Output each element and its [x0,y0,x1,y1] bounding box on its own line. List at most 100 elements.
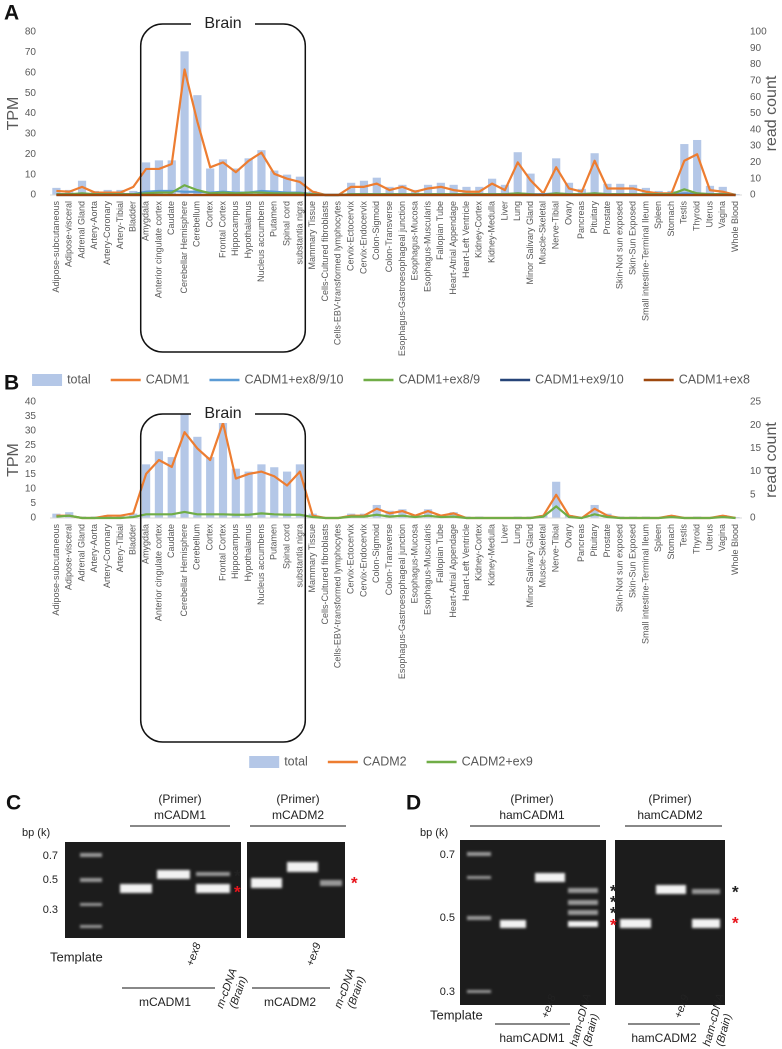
gel-band [251,878,282,888]
asterisk: * [234,882,241,901]
gel-band [620,919,651,928]
bar [206,168,215,195]
asterisk: * [610,915,617,934]
x-tick-label: Hippocampus [230,201,240,257]
bar [488,178,497,195]
bar [129,513,138,518]
x-tick-label: Heart-Left Ventricle [461,524,471,601]
y2-tick-label: 40 [750,124,762,135]
legend-swatch [249,756,280,768]
y-tick-label: 30 [25,129,37,140]
x-tick-label: Adipose-subcutaneous [51,201,61,293]
gel-band [157,870,190,879]
bar [231,168,240,195]
x-tick-label: Frontal Cortex [217,201,227,259]
x-tick-label: Lung [512,201,522,221]
x-tick-label: Cerebellum [192,201,202,247]
bar [552,481,561,518]
x-tick-label: Heart-Atrial Appendage [448,524,458,618]
x-tick-label: Amygdala [140,201,150,241]
bar [193,436,202,518]
y2-tick-label: 60 [750,92,762,103]
x-tick-label: Hypothalamus [243,524,253,582]
y-tick-label: 40 [25,108,37,119]
x-tick-label: Testis [679,524,689,548]
bar [308,190,317,195]
bar [270,170,279,195]
x-tick-label: Prostate [602,524,612,558]
legend-label: CADM1+ex8 [679,372,750,386]
y2-tick-label: 80 [750,59,762,70]
annotation: Brain [204,15,241,32]
gel-band [320,880,342,886]
y-tick-label: 40 [25,397,37,408]
x-tick-label: Caudate [166,201,176,235]
x-tick-label: Minor Salivary Gland [525,201,535,285]
x-tick-label: Stomach [666,524,676,560]
x-tick-label: Pituitary [589,201,599,234]
x-tick-label: Skin-Sun Exposed [627,524,637,598]
x-tick-label: Nucleus accumbens [256,201,266,283]
y2-tick-label: 20 [750,157,762,168]
x-tick-label: Cerebellum [192,524,202,570]
marker-label: 0.7 [43,850,58,862]
x-tick-label: Spinal cord [281,524,291,569]
x-tick-label: Kidney-Cortex [474,524,484,582]
bar [167,457,176,518]
x-tick-label: Cervix-Ectocervix [346,201,356,272]
x-tick-label: Nerve-Tibial [551,201,561,249]
x-tick-label: Heart-Left Ventricle [461,201,471,278]
x-tick-label: Fallopian Tube [435,201,445,260]
x-tick-label: Prostate [602,201,612,235]
x-tick-label: Adrenal Gland [76,524,86,582]
legend: total CADM1 CADM1+ex8/9/10 CADM1+ex8/9 CADM1… [32,372,750,386]
legend-label: CADM1+ex8/9 [398,372,480,386]
bar [590,504,599,518]
legend-label: total [284,754,308,768]
gel-band [196,872,230,876]
bar [423,509,433,518]
bar [680,144,689,195]
x-tick-label: Artery-Tibial [115,201,125,249]
x-tick-label: Esophagus-Mucosa [410,524,420,604]
gel-band [692,889,720,894]
y-tick-label: 35 [25,411,37,422]
x-tick-label: Thyroid [692,524,702,554]
y-axis-title: TPM [5,97,22,131]
x-tick-label: Bladder [128,201,138,232]
primer-name: hamCADM2 [637,808,703,822]
y2-tick-label: 0 [750,190,756,201]
bar [590,153,599,195]
y-tick-label: 20 [25,149,37,160]
x-tick-label: substantia nigra [294,201,304,265]
x-tick-label: Frontal Cortex [217,524,227,582]
gel-band [196,884,230,893]
bar [282,471,292,518]
asterisk: * [732,882,739,901]
x-tick-label: Cortex [205,524,215,551]
x-tick-label: Lung [512,524,522,544]
x-tick-label: Uterus [704,524,714,551]
asterisk: * [732,913,739,932]
primer-name: hamCADM1 [499,808,565,822]
legend-label: CADM1 [146,372,190,386]
x-tick-label: Mammary Tissue [307,201,317,270]
bar [552,158,561,195]
gel-band [80,853,102,857]
x-tick-label: Ovary [563,524,573,549]
x-tick-label: Esophagus-Muscularis [422,524,432,616]
y2-tick-label: 15 [750,443,762,454]
bar [231,468,240,518]
x-tick-label: Testis [679,201,689,225]
x-tick-label: Adipose-subcutaneous [51,524,61,616]
template-variant: +ex8 [184,940,204,968]
x-tick-label: Muscle-Skeletal [538,524,548,588]
legend-label: CADM1+ex9/10 [535,372,624,386]
gel-band [535,873,565,882]
primer-heading: (Primer) [158,792,201,806]
y2-tick-label: 20 [750,420,762,431]
x-tick-label: Esophagus-Gastroesophageal junction [397,524,407,679]
gel-band [80,903,102,906]
y-tick-label: 50 [25,88,37,99]
x-tick-label: Bladder [128,524,138,555]
